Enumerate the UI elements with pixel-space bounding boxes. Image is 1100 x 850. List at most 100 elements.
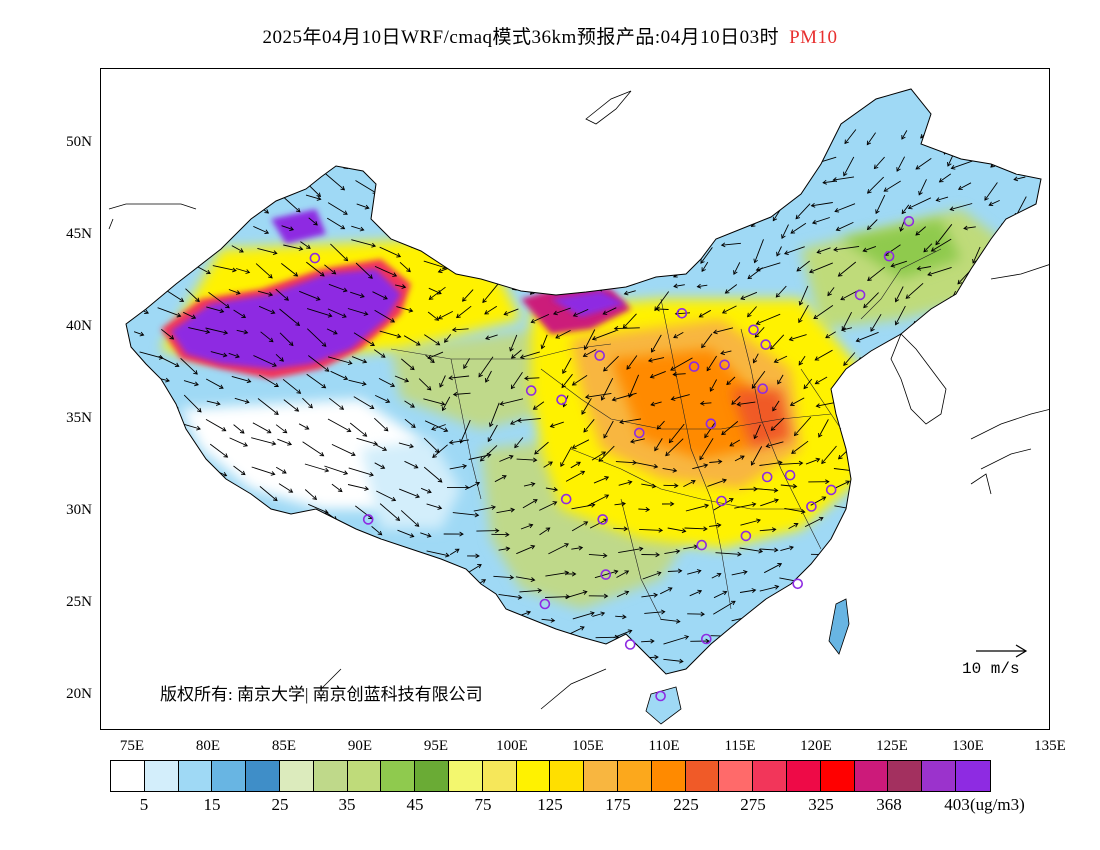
wind-arrow	[565, 571, 577, 577]
wind-arrow	[374, 309, 396, 323]
lat-label-25n: 25N	[66, 594, 92, 610]
wind-arrow	[673, 332, 684, 339]
wind-arrow	[397, 529, 415, 538]
wind-arrow	[862, 245, 877, 253]
wind-arrow	[635, 462, 659, 469]
wind-arrow	[700, 247, 713, 264]
wind-arrow	[351, 356, 368, 364]
wind-arrow	[947, 154, 954, 167]
wind-arrow	[795, 203, 811, 220]
wind-arrow	[484, 305, 498, 315]
wind-arrow	[731, 395, 741, 405]
title-main: 2025年04月10日WRF/cmaq模式36km预报产品:04月10日03时	[262, 27, 780, 48]
wind-arrow	[687, 569, 702, 575]
wind-arrow	[400, 510, 420, 527]
wind-arrow	[510, 349, 522, 359]
forecast-map	[101, 69, 1049, 729]
wind-arrow	[552, 307, 571, 316]
wind-arrow	[683, 479, 696, 487]
wind-arrow	[347, 308, 369, 316]
wind-arrow	[158, 355, 180, 368]
wind-arrow	[915, 158, 932, 170]
colorbar-swatch	[111, 761, 145, 791]
station-marker	[560, 493, 572, 505]
lon-label-90e: 90E	[347, 738, 373, 754]
wind-arrow	[349, 422, 368, 437]
wind-arrow	[816, 247, 831, 254]
wind-arrow	[348, 467, 374, 477]
wind-arrow	[810, 202, 833, 208]
wind-arrow	[875, 194, 886, 215]
station-marker	[705, 418, 717, 430]
colorbar-swatch	[178, 761, 213, 791]
wind-arrow	[814, 376, 828, 385]
wind-arrow	[988, 199, 1000, 207]
lon-label-130e: 130E	[952, 738, 984, 754]
wind-arrow	[515, 576, 536, 583]
colorbar-swatch	[381, 761, 416, 791]
wind-arrow	[404, 400, 415, 408]
wind-arrow	[770, 417, 785, 431]
wind-arrow	[984, 182, 998, 201]
wind-arrow	[709, 522, 722, 528]
wind-arrow	[642, 571, 662, 580]
station-marker	[760, 339, 772, 350]
wind-arrow	[327, 356, 353, 366]
wind-arrow	[540, 334, 548, 350]
wind-arrow	[205, 327, 229, 335]
indochina-coast	[320, 668, 607, 710]
wind-arrow	[775, 285, 787, 298]
wind-arrow	[350, 291, 365, 299]
wind-arrow	[516, 457, 538, 463]
wind-arrow	[494, 475, 507, 483]
wind-arrow	[231, 375, 252, 384]
wind-arrow	[827, 287, 835, 297]
wind-arrow	[639, 527, 664, 533]
wind-arrow	[468, 452, 492, 460]
wind-arrow	[641, 638, 655, 644]
wind-arrow	[883, 180, 901, 192]
wind-arrow	[182, 423, 201, 431]
wind-arrow	[499, 398, 524, 406]
wind-arrow	[209, 443, 229, 458]
wind-arrow	[616, 570, 630, 578]
wind-arrow	[549, 421, 564, 428]
wind-arrow	[324, 264, 337, 275]
colorbar	[110, 760, 991, 792]
wind-arrow	[628, 374, 640, 398]
wind-arrow	[734, 502, 757, 509]
wind-arrow	[275, 466, 287, 474]
wind-arrow	[664, 549, 681, 555]
lon-label-135e: 135E	[1034, 738, 1066, 754]
station-marker	[784, 469, 796, 481]
colorbar-label: 225	[673, 795, 699, 814]
japan-coast	[970, 409, 1049, 495]
wind-arrow	[603, 420, 614, 439]
wind-arrow	[739, 547, 764, 554]
wind-arrow	[308, 217, 318, 226]
colorbar-swatch	[685, 761, 720, 791]
lon-label-80e: 80E	[195, 738, 221, 754]
wind-arrow	[519, 588, 543, 593]
wind-arrow	[379, 503, 401, 521]
colorbar-swatch	[753, 761, 787, 791]
wind-arrow	[210, 351, 228, 358]
colorbar-label: 75	[474, 795, 492, 814]
wind-arrow	[721, 421, 739, 436]
wind-arrow	[257, 398, 279, 415]
wind-arrow	[784, 507, 806, 514]
wind-arrow	[351, 225, 365, 232]
wind-arrow	[668, 423, 685, 444]
wind-arrow	[251, 466, 276, 476]
lat-label-45n: 45N	[66, 226, 92, 242]
wind-arrow	[304, 489, 318, 500]
wind-arrow	[641, 483, 657, 489]
wind-arrow	[394, 375, 410, 383]
lat-label-40n: 40N	[66, 318, 92, 334]
colorbar-swatch	[922, 761, 956, 791]
russia-coast	[990, 264, 1049, 280]
wind-arrow	[473, 505, 496, 512]
wind-arrow	[763, 563, 783, 574]
wind-arrow	[328, 397, 345, 410]
wind-arrow	[394, 284, 407, 289]
